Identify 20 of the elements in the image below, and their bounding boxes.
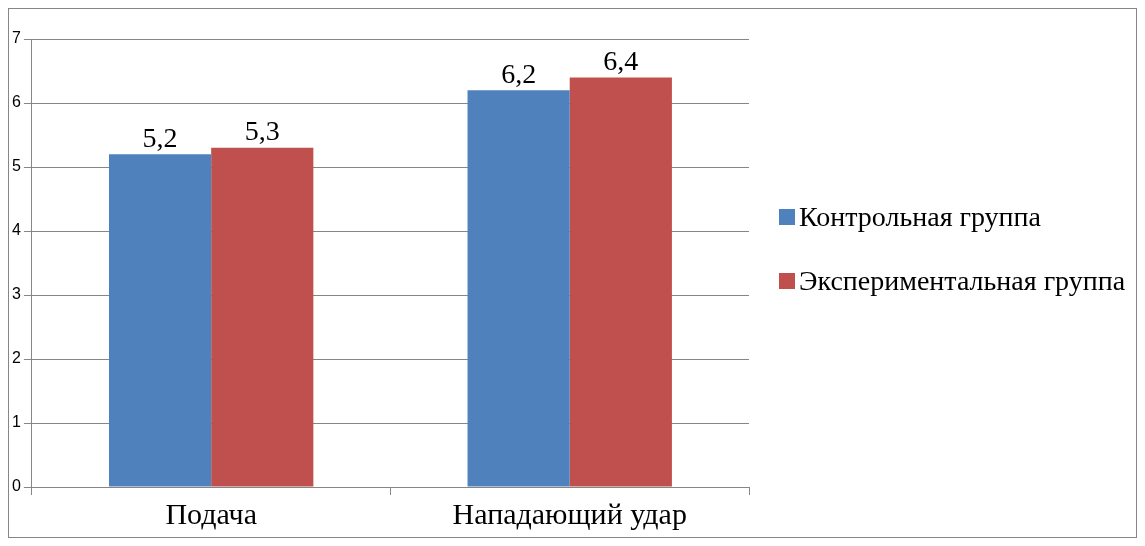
data-label: 6,2	[501, 57, 537, 89]
x-tick-label: Подача	[165, 496, 257, 530]
data-label: 6,4	[603, 44, 639, 76]
y-tick-label: 1	[11, 413, 21, 431]
bar	[211, 147, 314, 487]
data-label: 5,3	[244, 115, 280, 147]
data-label: 5,2	[142, 121, 178, 153]
x-tick-label: Нападающий удар	[452, 496, 687, 530]
bar	[467, 90, 570, 487]
y-tick-label: 5	[11, 157, 21, 175]
bar	[569, 77, 672, 487]
y-tick-label: 6	[11, 93, 21, 111]
y-tick-label: 4	[11, 221, 21, 239]
y-tick-label: 7	[11, 29, 21, 47]
legend-label: Экспериментальная группа	[799, 264, 1126, 298]
bar	[108, 154, 212, 487]
y-tick-label: 0	[11, 477, 21, 495]
legend-label: Контрольная группа	[799, 200, 1042, 234]
y-tick-label: 2	[11, 349, 21, 367]
y-tick-label: 3	[11, 285, 21, 303]
